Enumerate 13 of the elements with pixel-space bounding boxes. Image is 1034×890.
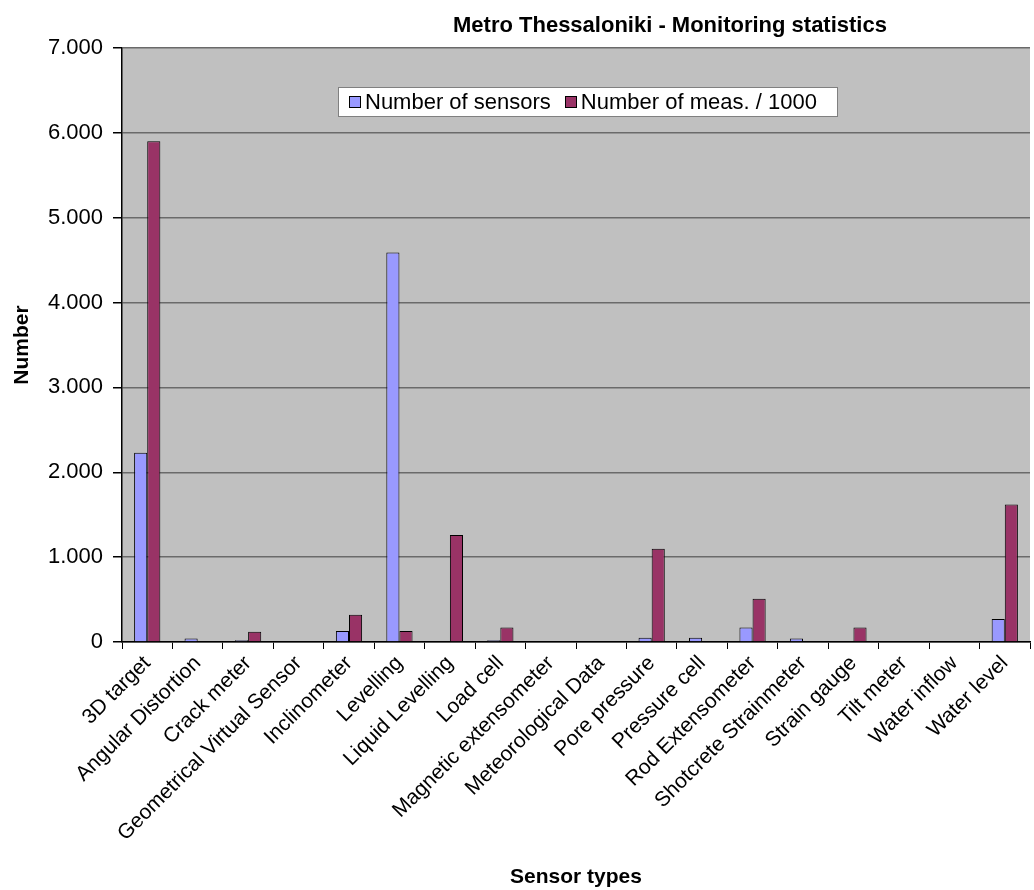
y-tick-label: 2.000	[47, 458, 103, 484]
y-tick-label: 1.000	[47, 543, 103, 569]
y-tick-label: 6.000	[47, 118, 103, 144]
legend-label: Number of meas. / 1000	[580, 89, 817, 115]
y-tick-label: 7.000	[47, 34, 103, 60]
y-tick-label: 4.000	[47, 288, 103, 314]
legend-label: Number of sensors	[365, 89, 551, 115]
y-tick-label: 5.000	[47, 203, 103, 229]
y-tick-label: 0	[90, 628, 103, 654]
y-tick-label: 3.000	[47, 373, 103, 399]
y-axis-title: Number	[9, 305, 33, 385]
chart-title: Metro Thessaloniki - Monitoring statistics	[452, 12, 888, 38]
x-axis-title: Sensor types	[510, 864, 642, 888]
